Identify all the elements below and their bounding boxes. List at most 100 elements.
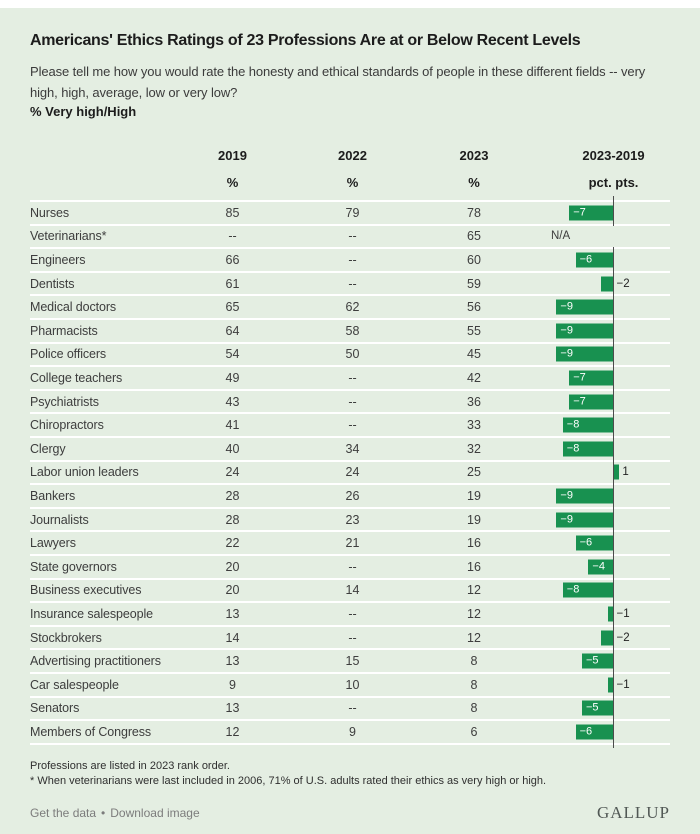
value-2023: 33 — [467, 418, 481, 433]
change-bar: −9 — [556, 299, 614, 315]
value-2019: 65 — [225, 300, 240, 315]
profession-label: Journalists — [30, 512, 89, 527]
change-bar — [607, 606, 614, 622]
value-2019: 28 — [225, 512, 240, 527]
change-value-label: −9 — [560, 300, 573, 313]
value-2019: 13 — [225, 654, 240, 669]
table-row: Business executives 20 14 12 −8 — [30, 577, 670, 602]
change-value-label: −6 — [579, 253, 593, 266]
profession-label: Lawyers — [30, 536, 76, 551]
table-row: Bankers 28 26 19 −9 — [30, 483, 670, 507]
profession-label: Bankers — [30, 489, 76, 504]
table-row: Dentists 61 -- 59 −2 — [30, 270, 670, 295]
change-value-label: −1 — [616, 678, 630, 691]
value-2022: 10 — [345, 677, 360, 692]
profession-label: Engineers — [30, 253, 86, 268]
table-row: Veterinarians* -- -- 65 N/A — [30, 223, 670, 248]
profession-label: College teachers — [30, 371, 123, 386]
measure-label: % Very high/High — [30, 104, 137, 120]
table-row: Journalists 28 23 19 −9 — [30, 506, 670, 531]
download-image-link[interactable]: Download image — [110, 806, 200, 821]
table-row: Pharmacists 64 58 55 −9 — [30, 318, 670, 342]
page-title: Americans' Ethics Ratings of 23 Professi… — [30, 32, 581, 49]
change-bar: −7 — [569, 394, 614, 410]
value-2023: 36 — [467, 394, 481, 409]
value-2023: 12 — [467, 583, 481, 598]
get-the-data-link[interactable]: Get the data — [30, 806, 97, 821]
value-2022: 24 — [345, 465, 360, 480]
table-row: Nurses 85 79 78 −7 — [30, 200, 670, 224]
value-2019: 20 — [225, 583, 240, 598]
change-bar — [601, 630, 614, 646]
profession-label: Police officers — [30, 347, 107, 362]
survey-question: Please tell me how you would rate the ho… — [30, 64, 646, 101]
value-2019: 40 — [225, 441, 240, 456]
value-2019: 13 — [225, 701, 240, 716]
change-bar: −8 — [562, 441, 614, 457]
change-bar: −7 — [569, 205, 614, 221]
unit-change: pct. pts. — [588, 175, 639, 191]
profession-label: Pharmacists — [30, 323, 98, 338]
zero-axis-line — [613, 196, 614, 748]
value-2022: 14 — [345, 583, 360, 598]
change-value-label: −9 — [560, 489, 573, 502]
value-2023: 16 — [467, 536, 481, 551]
change-bar: −6 — [575, 252, 614, 268]
col-header-2019: 2019 — [218, 148, 247, 164]
change-bar: −6 — [575, 724, 614, 740]
profession-label: Veterinarians* — [30, 229, 107, 244]
col-header-change: 2023-2019 — [582, 148, 645, 164]
change-bar-cell: −6 — [518, 721, 670, 743]
value-2023: 60 — [467, 253, 481, 268]
value-2019: 66 — [225, 253, 240, 268]
value-2023: 25 — [467, 465, 481, 480]
change-bar: −9 — [556, 346, 614, 362]
value-2023: 16 — [467, 559, 481, 574]
value-2022: 15 — [345, 654, 360, 669]
table-row: Police officers 54 50 45 −9 — [30, 341, 670, 366]
change-value-label: −2 — [616, 631, 630, 644]
profession-label: Psychiatrists — [30, 394, 99, 409]
change-bar-cell: −2 — [518, 273, 670, 295]
profession-label: Clergy — [30, 441, 66, 456]
value-2022: 62 — [345, 300, 360, 315]
table-row: Senators 13 -- 8 −5 — [30, 695, 670, 720]
change-bar-cell: −9 — [518, 344, 670, 366]
change-bar-cell: −7 — [518, 391, 670, 413]
change-value-label: −5 — [586, 654, 599, 667]
change-value-label: −8 — [566, 442, 580, 455]
link-separator: • — [101, 806, 106, 821]
profession-label: Nurses — [30, 205, 69, 220]
change-value-label: −9 — [560, 513, 573, 526]
value-2019: 54 — [225, 347, 240, 362]
value-2023: 56 — [467, 300, 481, 315]
na-label: N/A — [551, 230, 571, 243]
column-header-row: 2019 2022 2023 2023-2019 — [30, 148, 670, 163]
table-row: College teachers 49 -- 42 −7 — [30, 365, 670, 389]
value-2022: -- — [348, 276, 357, 291]
value-2023: 8 — [470, 701, 478, 716]
table-row: Members of Congress 12 9 6 −6 — [30, 719, 670, 745]
value-2019: 9 — [229, 677, 236, 692]
value-2022: -- — [348, 371, 357, 386]
change-value-label: −8 — [566, 418, 580, 431]
value-2023: 19 — [467, 512, 481, 527]
profession-column-spacer — [30, 148, 190, 163]
change-value-label: −7 — [573, 206, 586, 219]
value-2022: 23 — [345, 512, 360, 527]
change-value-label: −9 — [560, 324, 573, 337]
value-2023: 12 — [467, 630, 481, 645]
col-header-2022: 2022 — [338, 148, 367, 164]
value-2019: 28 — [225, 489, 240, 504]
value-2023: 8 — [470, 677, 478, 692]
footer-links: Get the data • Download image — [30, 806, 200, 820]
value-2023: 12 — [467, 606, 481, 621]
profession-label: Dentists — [30, 276, 75, 291]
value-2019: -- — [228, 229, 237, 244]
change-bar: −9 — [556, 512, 614, 528]
value-2019: 22 — [225, 536, 240, 551]
value-2022: 21 — [345, 536, 360, 551]
value-2019: 61 — [225, 276, 240, 291]
table-row: Stockbrokers 14 -- 12 −2 — [30, 624, 670, 649]
change-bar-cell: −7 — [518, 202, 670, 224]
